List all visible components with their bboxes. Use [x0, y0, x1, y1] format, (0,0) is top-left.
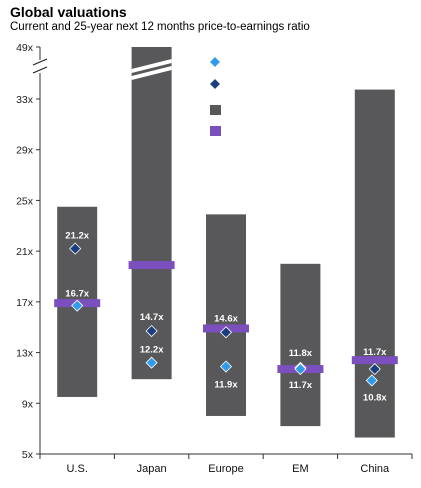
marker-12-31-2021 [219, 326, 233, 339]
data-label-12-31-2021: 11.8x [289, 348, 313, 359]
y-tick-label: 9x [22, 398, 34, 410]
range-bar [354, 89, 395, 438]
y-tick-label: 33x [16, 94, 34, 106]
marker-current [365, 374, 378, 387]
legend-range-swatch [210, 105, 221, 115]
range-bar [280, 263, 321, 427]
marker-12-31-2021 [368, 362, 381, 376]
y-tick-label: 25x [16, 195, 34, 207]
legend-average-swatch [210, 126, 221, 136]
y-tick-label: 49x [16, 42, 34, 54]
data-label-current: 11.9x [214, 380, 238, 391]
range-break-stripe [131, 66, 172, 80]
legend-average-label: 25-year average [226, 127, 302, 138]
legend-12-31-2021-swatch [208, 77, 222, 91]
data-label-current: 12.2x [140, 345, 164, 356]
range-bar [131, 47, 172, 380]
marker-current [71, 299, 84, 312]
marker-12-31-2021 [69, 242, 82, 255]
data-label-current: 10.8x [363, 392, 387, 403]
marker-12-31-2021 [145, 324, 158, 338]
x-tick-label: China [360, 463, 390, 475]
x-tick-label: Japan [137, 463, 167, 475]
data-label-current: 11.7x [289, 380, 313, 391]
legend-current-label: Current [226, 58, 263, 69]
marker-current [294, 362, 307, 376]
legend-range-label: 25-year range [226, 106, 291, 117]
marker-current [219, 360, 233, 373]
legend-current-swatch [208, 55, 222, 69]
axis-break-mark [32, 66, 48, 74]
y-tick-label: 21x [16, 246, 34, 258]
data-label-12-31-2021: 11.7x [363, 347, 387, 358]
range-break-stripe [131, 59, 172, 73]
data-label-current: 16.7x [65, 289, 89, 300]
y-tick-label: 29x [16, 145, 34, 157]
y-tick-label: 17x [16, 297, 34, 309]
axis-break-mark [32, 58, 48, 66]
average-marker [351, 356, 398, 365]
marker-current [145, 356, 158, 369]
range-bar [206, 214, 246, 416]
data-label-12-31-2021: 14.6x [214, 313, 238, 324]
chart-subtitle: Current and 25-year next 12 months price… [10, 21, 310, 33]
chart-title: Global valuations [10, 4, 127, 20]
x-tick-label: U.S. [66, 463, 87, 475]
data-label-12-31-2021: 14.7x [140, 312, 164, 323]
average-marker [128, 261, 175, 270]
legend-12-31-2021-label: 12/31/2021 [226, 80, 276, 91]
data-label-12-31-2021: 21.2x [65, 231, 89, 242]
x-tick-label: Europe [208, 463, 243, 475]
x-tick-label: EM [292, 463, 309, 475]
y-tick-label: 13x [16, 348, 34, 360]
y-tick-label: 5x [22, 449, 34, 461]
